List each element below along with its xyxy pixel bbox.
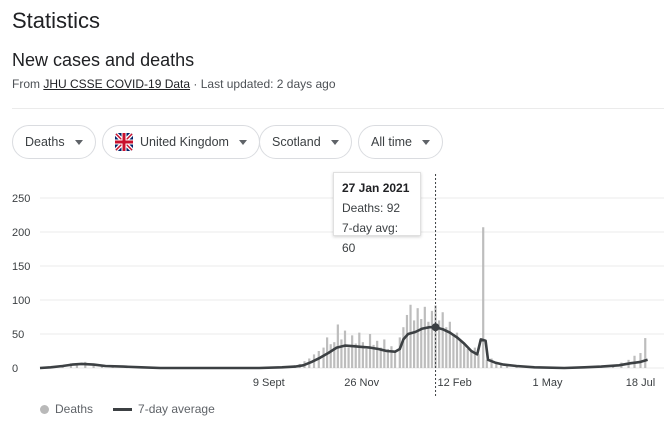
y-tick-label: 250 <box>12 193 30 205</box>
page-title: Statistics <box>12 8 101 33</box>
death-bar <box>434 305 437 368</box>
death-bar <box>420 319 423 368</box>
death-bar <box>477 354 480 368</box>
death-bar <box>445 327 448 368</box>
x-tick-label: 26 Nov <box>344 377 379 389</box>
death-bar <box>402 327 405 368</box>
average-line <box>39 325 648 370</box>
death-bar <box>351 335 354 368</box>
death-bar <box>358 332 361 368</box>
death-bar <box>376 340 379 368</box>
death-bar <box>329 344 332 368</box>
tooltip-deaths: Deaths: 92 <box>342 201 401 215</box>
source-line: From JHU CSSE COVID-19 Data · Last updat… <box>12 77 336 91</box>
y-tick-label: 0 <box>12 363 18 375</box>
death-bar <box>459 340 462 368</box>
section-title: New cases and deaths <box>12 50 195 70</box>
death-bar <box>430 310 434 368</box>
chart-tooltip: 27 Jan 2021 Deaths: 92 7-day avg: 60 <box>333 172 421 255</box>
death-bar <box>639 353 642 368</box>
last-updated: · Last updated: 2 days ago <box>190 77 336 91</box>
region-filter-label: Scotland <box>272 135 321 149</box>
range-filter-chip[interactable]: All time <box>358 125 443 159</box>
metric-filter-label: Deaths <box>25 135 65 149</box>
death-bar <box>466 348 469 368</box>
death-bar <box>427 321 430 368</box>
x-tick-label: 12 Feb <box>437 377 471 389</box>
country-filter-chip[interactable]: United Kingdom <box>102 125 260 159</box>
caret-down-icon <box>74 139 83 145</box>
x-tick-label: 1 May <box>533 377 563 389</box>
death-bar <box>473 347 476 368</box>
average-legend-line-icon <box>113 407 133 411</box>
death-bar <box>409 304 412 368</box>
death-bar <box>455 332 459 368</box>
x-tick-label: 9 Sept <box>253 377 285 389</box>
y-tick-label: 150 <box>12 261 30 273</box>
death-bar <box>333 342 336 368</box>
death-bar <box>343 330 347 368</box>
death-bar <box>499 363 503 368</box>
death-bar <box>354 343 357 368</box>
average-legend-label: 7-day average <box>138 402 215 416</box>
caret-down-icon <box>421 139 430 145</box>
death-bar <box>361 342 364 368</box>
death-bar <box>92 364 95 368</box>
metric-filter-chip[interactable]: Deaths <box>12 125 96 159</box>
death-bar <box>405 314 409 368</box>
caret-down-icon <box>330 139 339 145</box>
death-bar <box>75 363 79 368</box>
death-bar <box>441 312 444 368</box>
death-bar <box>365 348 368 368</box>
source-prefix: From <box>12 77 44 91</box>
x-tick-label: 18 Jul <box>626 377 655 389</box>
death-bar <box>383 339 386 368</box>
death-bar <box>390 346 393 368</box>
death-bar <box>644 338 647 368</box>
death-bar <box>482 227 485 368</box>
death-bar <box>340 339 343 368</box>
uk-flag-icon <box>115 133 133 151</box>
tooltip-average: 7-day avg: 60 <box>342 221 399 255</box>
range-filter-label: All time <box>371 135 412 149</box>
region-filter-chip[interactable]: Scotland <box>259 125 352 159</box>
death-bar <box>495 362 498 368</box>
death-bar <box>386 348 389 368</box>
death-bar <box>398 337 401 368</box>
source-link[interactable]: JHU CSSE COVID-19 Data <box>43 77 191 91</box>
death-bar <box>505 364 509 368</box>
y-tick-label: 50 <box>12 329 24 341</box>
y-tick-label: 200 <box>12 227 30 239</box>
death-bar <box>372 344 375 368</box>
death-bar <box>413 320 416 368</box>
death-bar <box>490 358 493 368</box>
y-tick-label: 100 <box>12 295 30 307</box>
chart-legend: Deaths 7-day average <box>40 402 215 416</box>
death-bar <box>438 320 441 368</box>
hover-point <box>431 323 440 332</box>
death-bar <box>322 347 325 368</box>
deaths-legend-label: Deaths <box>55 402 94 416</box>
death-bar <box>448 321 451 368</box>
death-bar <box>423 306 426 368</box>
death-bar <box>368 334 372 368</box>
divider <box>12 108 664 109</box>
death-bar <box>347 347 350 368</box>
death-bar <box>416 308 419 368</box>
caret-down-icon <box>238 139 247 145</box>
death-bar <box>485 359 488 368</box>
death-bar <box>379 347 382 368</box>
death-bar <box>463 343 466 368</box>
country-filter-label: United Kingdom <box>140 135 229 149</box>
tooltip-date: 27 Jan 2021 <box>342 181 410 195</box>
deaths-chart[interactable]: 0 50 100 150 200 250 9 Sept 26 Nov 12 Feb 1 May 18… <box>0 170 664 398</box>
death-bar <box>393 351 397 368</box>
deaths-legend-dot-icon <box>40 404 49 414</box>
death-bar <box>470 351 473 368</box>
death-bar <box>452 334 455 368</box>
